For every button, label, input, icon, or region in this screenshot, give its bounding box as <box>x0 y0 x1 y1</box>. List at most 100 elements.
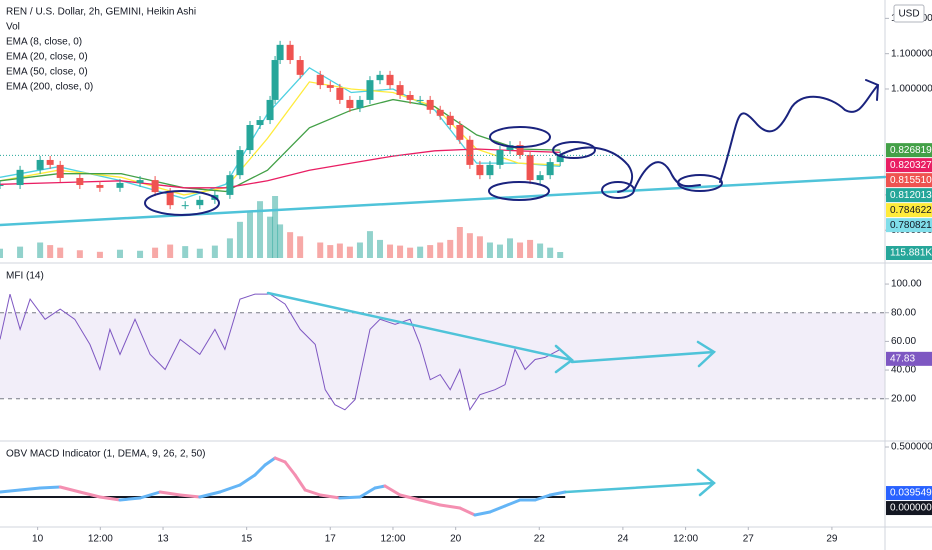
x-tick-label: 29 <box>826 534 838 545</box>
volume-bar <box>466 233 473 258</box>
candle <box>276 44 284 61</box>
volume-bar <box>356 242 363 258</box>
volume-bar <box>96 251 103 258</box>
ema-line <box>0 148 561 189</box>
obv-segment <box>78 490 102 499</box>
obv-segment <box>0 488 22 494</box>
obv-segment <box>418 498 442 507</box>
x-tick-label: 15 <box>241 534 253 545</box>
legend-entry: Vol <box>6 22 20 33</box>
arrow-drawing <box>266 291 574 374</box>
volume-bar <box>377 239 384 258</box>
volume-badge-label: 115.881K <box>890 248 932 259</box>
price-badge-label: 0.784622 <box>890 205 932 216</box>
legend-entry: EMA (200, close, 0) <box>6 82 93 93</box>
candle <box>426 99 434 110</box>
price-badge <box>886 173 932 188</box>
volume-bar <box>557 252 564 258</box>
candle <box>151 180 159 193</box>
obv-segment <box>18 486 42 492</box>
y-tick-label: 40.00 <box>891 365 916 376</box>
price-badge-label: 0.000000 <box>890 503 932 514</box>
obv-segment <box>318 493 342 500</box>
candle <box>386 74 394 86</box>
y-tick-label: 100.00 <box>891 279 922 290</box>
obv-segment <box>488 504 507 514</box>
volume-bar <box>456 227 463 258</box>
candle <box>436 109 444 116</box>
x-tick-label: 17 <box>325 534 337 545</box>
volume-bar <box>366 231 373 258</box>
obv-segment <box>458 506 477 517</box>
price-badge <box>886 351 932 366</box>
candle <box>271 60 279 100</box>
mfi-line <box>0 293 561 412</box>
candle <box>486 164 494 176</box>
volume-bar <box>287 232 294 258</box>
y-tick-label: 1.000000 <box>891 84 932 95</box>
plots <box>0 40 885 517</box>
obv-segment <box>118 496 142 502</box>
chart-title: REN / U.S. Dollar, 2h, GEMINI, Heikin As… <box>6 7 196 18</box>
volume-bar <box>211 245 218 258</box>
candle <box>446 115 454 125</box>
obv-segment <box>253 463 267 477</box>
candle <box>326 85 334 88</box>
candle <box>136 180 144 183</box>
obv-segment <box>503 498 522 508</box>
candle <box>416 99 424 101</box>
candle <box>476 164 484 176</box>
x-tick-label: 12:00 <box>380 534 405 545</box>
price-badge-label: 0.812013 <box>890 190 932 201</box>
volume-bar <box>196 248 203 258</box>
candle <box>246 124 254 151</box>
price-badge-label: 0.780821 <box>890 220 932 231</box>
price-badge <box>886 143 932 158</box>
candle <box>526 155 534 181</box>
obv-segment <box>38 485 62 490</box>
obv-segment <box>303 488 322 497</box>
price-badge <box>886 486 932 501</box>
volume-bar <box>167 244 174 258</box>
candle <box>466 139 474 165</box>
volume-bar <box>37 242 44 258</box>
obv-segment <box>58 485 82 494</box>
candle <box>76 177 84 186</box>
volume-bar <box>0 248 3 258</box>
candle <box>376 74 384 81</box>
candle <box>0 185 4 187</box>
volume-bar <box>267 216 274 258</box>
x-tick-label: 12:00 <box>88 534 113 545</box>
candle <box>316 74 324 86</box>
candle <box>181 205 189 207</box>
candle <box>396 85 404 95</box>
candle <box>546 162 554 176</box>
candle <box>236 150 244 176</box>
volume-bar <box>336 243 343 258</box>
candle <box>406 94 414 100</box>
candle <box>36 159 44 170</box>
volume-bar <box>417 246 424 258</box>
currency-box[interactable] <box>893 4 925 23</box>
volume-bar <box>317 242 324 258</box>
currency[interactable]: USD <box>898 9 919 20</box>
candle <box>346 99 354 109</box>
obv-segment <box>473 510 492 517</box>
x-tick-label: 13 <box>157 534 169 545</box>
volume-bar <box>297 236 304 258</box>
obv-segment <box>198 490 222 499</box>
candle <box>256 120 264 125</box>
candle <box>286 44 294 61</box>
circle-drawing <box>552 141 596 159</box>
candle <box>56 164 64 178</box>
obv-segment <box>338 495 362 500</box>
volume-bar <box>47 245 54 258</box>
volume-bar <box>152 247 159 258</box>
candle <box>456 124 464 140</box>
x-tick-label: 24 <box>617 534 629 545</box>
legend-entry: EMA (8, close, 0) <box>6 37 82 48</box>
obv-segment <box>373 484 387 490</box>
volume-bar <box>346 246 353 258</box>
volume-bar <box>486 242 493 258</box>
volume-bar <box>76 250 83 258</box>
